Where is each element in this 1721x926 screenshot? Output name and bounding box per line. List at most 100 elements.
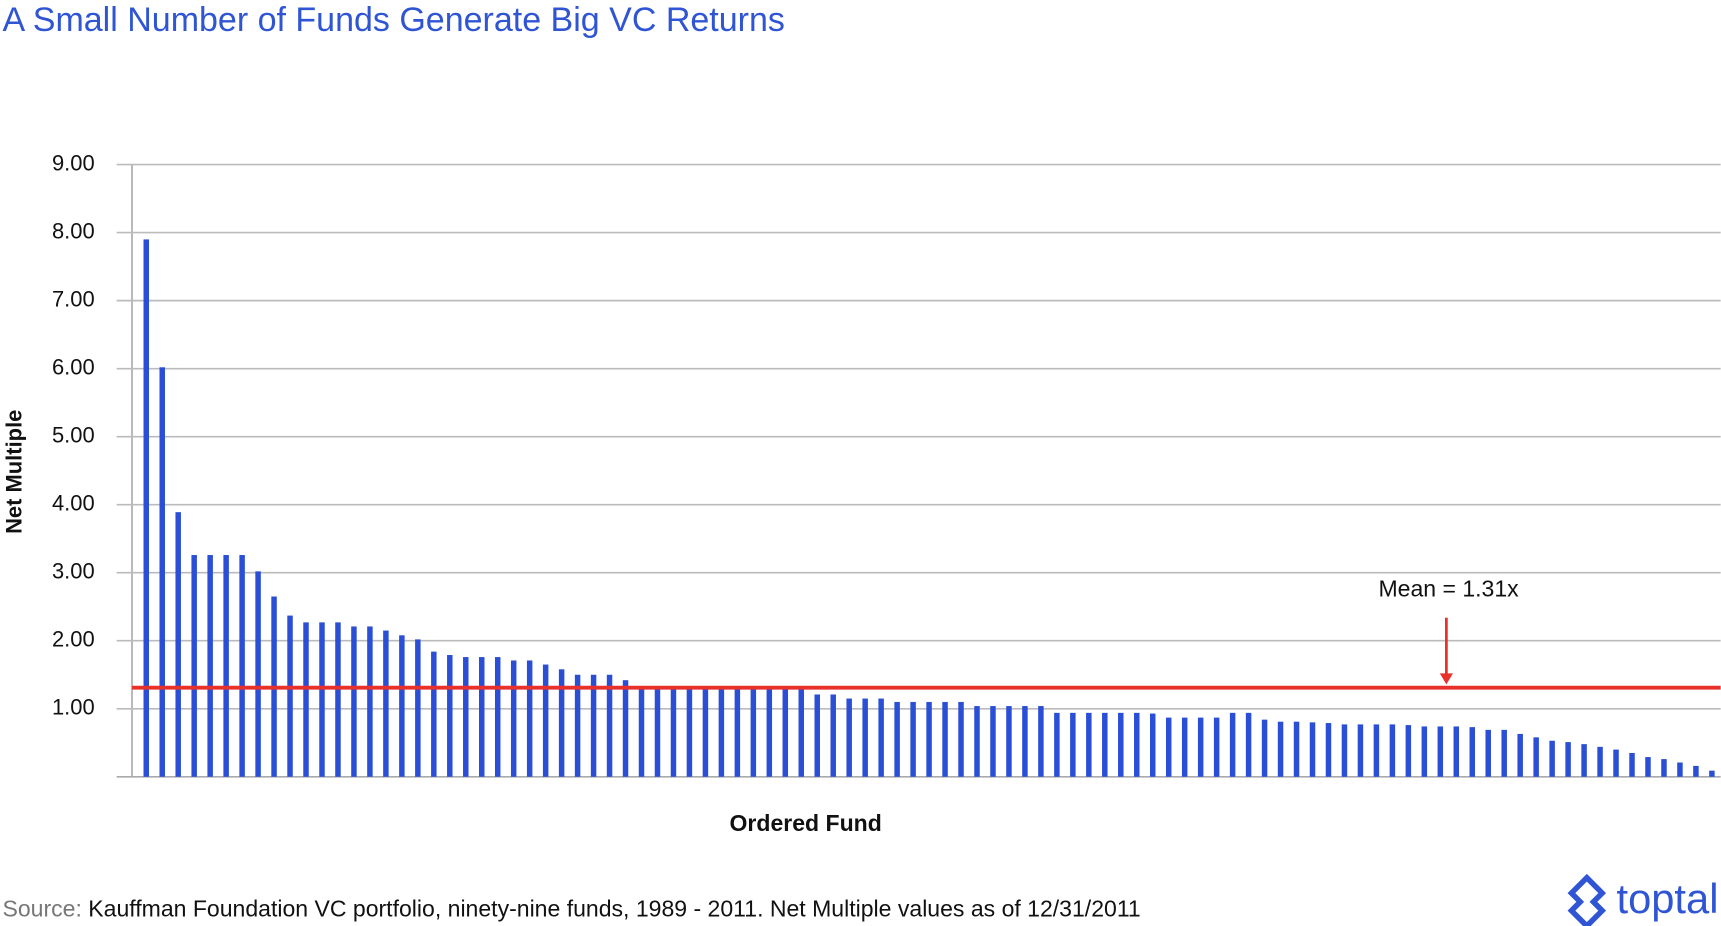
bar: [1437, 726, 1444, 777]
bar: [303, 622, 309, 777]
bar: [1309, 722, 1316, 777]
bar: [814, 694, 820, 777]
bar: [862, 698, 868, 777]
bar: [1613, 749, 1619, 777]
bar: [1421, 726, 1428, 777]
bar: [1517, 733, 1523, 777]
bar: [143, 239, 149, 777]
bar: [1549, 740, 1555, 777]
y-tick-label: 4.00: [52, 490, 95, 515]
bar: [894, 701, 900, 777]
bar: [175, 512, 181, 777]
bar: [1261, 719, 1268, 777]
bar: [1038, 706, 1044, 777]
bar: [1693, 765, 1699, 777]
bar: [622, 680, 629, 777]
bar: [1485, 729, 1491, 777]
source-text: Kauffman Foundation VC portfolio, ninety…: [88, 896, 1140, 922]
bar: [1006, 706, 1012, 777]
bar: [1357, 724, 1364, 777]
bar: [1054, 712, 1060, 777]
bar: [958, 701, 964, 777]
bar: [1181, 717, 1188, 777]
y-tick-label: 7.00: [52, 286, 95, 311]
bar: [910, 701, 916, 777]
bar: [1118, 712, 1124, 777]
bar: [542, 664, 549, 777]
bar: [830, 694, 836, 777]
bar: [942, 701, 948, 777]
bar: [1629, 752, 1635, 777]
bar: [1070, 712, 1076, 777]
bar: [335, 622, 341, 777]
bar: [383, 630, 389, 777]
bar: [638, 686, 645, 777]
bar: [447, 655, 453, 777]
y-tick-label: 8.00: [52, 218, 95, 243]
y-tick-label: 5.00: [52, 422, 95, 447]
mean-label: Mean = 1.31x: [1378, 575, 1519, 601]
bar: [782, 686, 789, 777]
bar: [846, 698, 852, 777]
bar: [1102, 712, 1108, 777]
bar: [223, 555, 229, 777]
bar: [670, 687, 677, 777]
bar: [479, 657, 485, 777]
bar: [239, 555, 245, 777]
bar: [1149, 713, 1156, 777]
bar: [1453, 726, 1460, 777]
bar: [750, 686, 757, 777]
bar: [1213, 717, 1220, 777]
bar: [415, 639, 421, 777]
bar: [1677, 762, 1683, 777]
y-tick-label: 6.00: [52, 354, 95, 379]
bar: [159, 367, 165, 777]
bar: [510, 660, 517, 777]
bar: [1022, 706, 1028, 777]
y-axis-title: Net Multiple: [1, 410, 26, 534]
bar: [1597, 746, 1603, 777]
bar: [590, 674, 597, 777]
y-tick-label: 9.00: [52, 150, 95, 175]
bar: [990, 706, 996, 777]
bar: [686, 688, 693, 777]
bar: [1501, 729, 1507, 777]
bar: [319, 622, 325, 777]
mean-arrow-head: [1439, 673, 1453, 685]
bar: [1661, 759, 1667, 777]
y-tick-label: 3.00: [52, 559, 95, 584]
source-label: Source:: [3, 896, 82, 922]
bar: [287, 615, 293, 777]
chart-title: A Small Number of Funds Generate Big VC …: [3, 1, 785, 39]
bar: [351, 626, 357, 777]
bar: [526, 660, 533, 777]
bar: [798, 688, 805, 777]
bar: [1405, 725, 1412, 777]
bar: [702, 688, 709, 777]
bar: [463, 657, 469, 777]
bar: [207, 555, 213, 777]
bar: [1165, 717, 1172, 777]
bar: [1197, 717, 1204, 777]
bar: [1469, 727, 1475, 777]
logo-icon: [1567, 873, 1607, 926]
bar: [1709, 770, 1715, 777]
bar: [878, 698, 884, 777]
bar: [1389, 724, 1396, 777]
bar: [1293, 721, 1300, 777]
bar: [1373, 724, 1380, 777]
y-tick-label: 2.00: [52, 627, 95, 652]
source-note: Source: Kauffman Foundation VC portfolio…: [3, 896, 1141, 922]
bar: [926, 701, 932, 777]
bar: [1325, 723, 1332, 777]
bar: [1581, 744, 1587, 777]
bar: [606, 674, 613, 777]
bar: [974, 706, 980, 777]
bar: [574, 674, 581, 777]
brand-name: toptal: [1616, 875, 1718, 922]
bar: [1565, 742, 1571, 777]
y-tick-label: 1.00: [52, 695, 95, 720]
bar: [654, 686, 661, 777]
